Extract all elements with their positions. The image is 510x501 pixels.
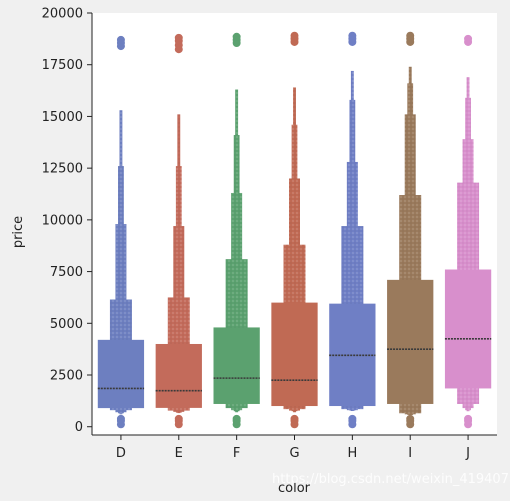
boxen-H (329, 31, 376, 429)
outlier-point (116, 414, 125, 423)
x-tick-label: I (408, 446, 412, 461)
boxen-G (271, 31, 318, 429)
x-tick-label: H (347, 446, 357, 461)
y-tick-label: 20000 (42, 7, 83, 22)
x-axis-label: color (278, 481, 311, 496)
x-tick-label: J (465, 446, 470, 461)
chart-marks (97, 31, 492, 429)
outlier-point (464, 34, 473, 43)
y-tick-label: 15000 (42, 110, 83, 125)
y-tick-label: 7500 (50, 265, 83, 280)
y-tick-label: 10000 (42, 213, 83, 228)
x-tick-label: D (116, 446, 126, 461)
outlier-point (406, 31, 415, 40)
outlier-point (174, 33, 183, 42)
boxen-E (155, 33, 202, 429)
boxen-box (97, 339, 145, 409)
y-axis-label: price (11, 216, 26, 248)
boxen-box (271, 302, 318, 407)
y-tick-label: 12500 (42, 162, 83, 177)
outlier-point (290, 31, 299, 40)
x-tick-label: E (175, 446, 183, 461)
y-tick-label: 2500 (50, 369, 83, 384)
boxen-box (444, 269, 492, 389)
outlier-point (290, 414, 299, 423)
y-tick-label: 5000 (50, 317, 83, 332)
outlier-point (406, 414, 415, 423)
outlier-point (348, 31, 357, 40)
outlier-point (348, 414, 357, 423)
boxen-J (444, 34, 492, 429)
boxen-box (155, 343, 202, 408)
outlier-point (232, 32, 241, 41)
boxen-F (213, 32, 260, 429)
outlier-point (116, 35, 125, 44)
x-tick-label: G (289, 446, 299, 461)
x-tick-label: F (233, 446, 240, 461)
y-tick-label: 17500 (42, 58, 83, 73)
boxen-D (97, 35, 145, 429)
outlier-point (464, 414, 473, 423)
boxen-box (387, 279, 434, 404)
y-tick-label: 0 (75, 420, 83, 435)
outlier-point (232, 414, 241, 423)
x-ticks: D E F G H I J (116, 435, 470, 461)
watermark: https://blog.csdn.net/weixin_41940785 (272, 472, 510, 487)
boxen-I (387, 31, 434, 429)
boxen-box (213, 327, 260, 404)
outlier-point (174, 414, 183, 423)
y-ticks: 0 2500 5000 7500 10000 12500 15000 17500 20000 (42, 7, 92, 435)
